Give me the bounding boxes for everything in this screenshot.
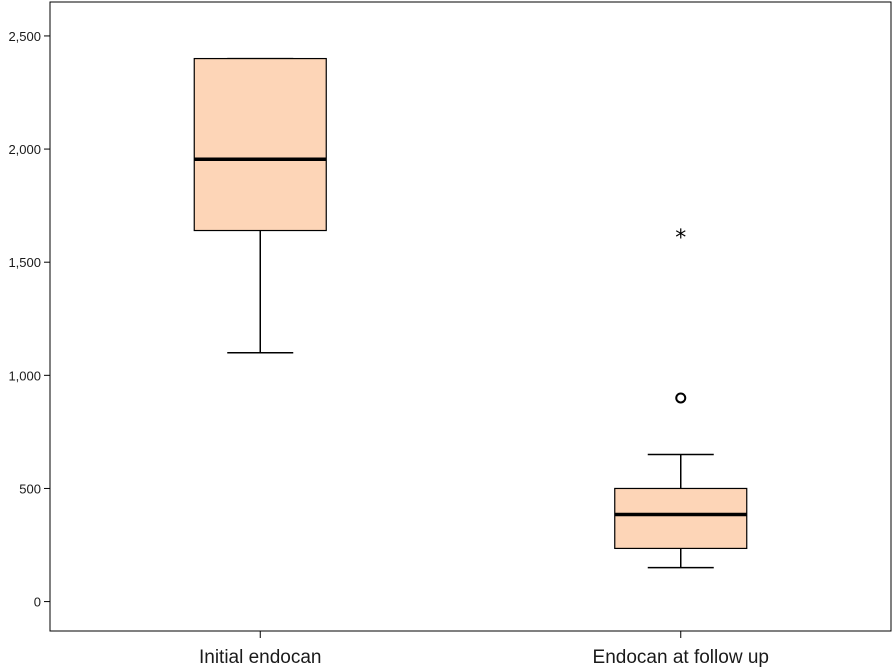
outlier-star: * — [675, 226, 686, 251]
y-tick-label: 1,000 — [8, 368, 41, 383]
boxes: * — [193, 57, 748, 569]
y-tick-label: 500 — [19, 481, 41, 496]
box-group — [193, 57, 327, 354]
box-iqr — [193, 57, 327, 232]
y-tick-label: 2,500 — [8, 29, 41, 44]
box-group: * — [614, 226, 748, 569]
x-axis: Initial endocan Endocan at follow up — [199, 631, 769, 668]
outlier-circle — [675, 392, 687, 404]
x-category-label: Initial endocan — [199, 647, 322, 668]
y-tick-label: 1,500 — [8, 255, 41, 270]
y-axis: 0 500 1,000 1,500 2,000 2,500 — [8, 29, 50, 610]
x-category-label: Endocan at follow up — [593, 647, 769, 668]
box-iqr — [614, 487, 748, 550]
y-tick-label: 2,000 — [8, 142, 41, 157]
plot-frame — [49, 1, 892, 632]
y-tick-label: 0 — [34, 595, 41, 610]
